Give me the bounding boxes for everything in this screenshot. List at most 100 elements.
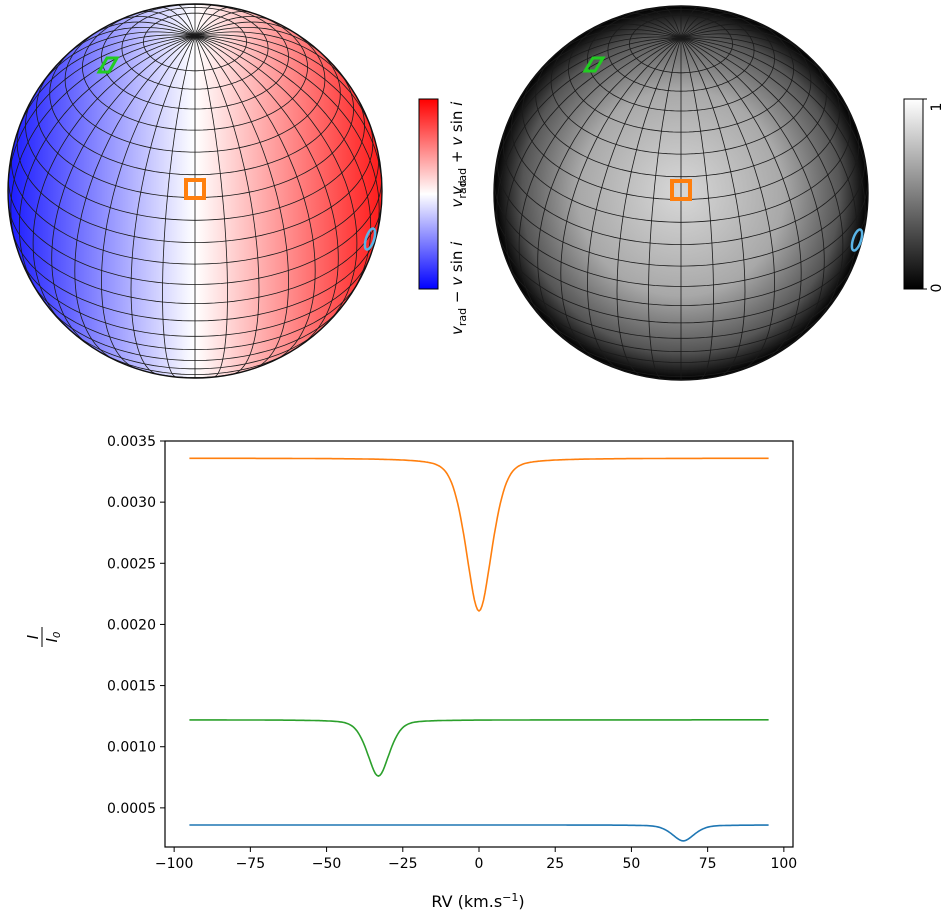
sphere-grid-line — [680, 13, 739, 39]
sphere-grid-line — [623, 13, 682, 39]
sphere-grid-line — [194, 7, 231, 37]
sphere-grid-line — [162, 35, 196, 378]
green-marker-right — [582, 56, 606, 73]
sphere-grid-line — [680, 36, 859, 133]
y-axis-label: I I0 — [24, 627, 63, 647]
sphere-grid-line — [537, 37, 682, 348]
sphere-grid-line — [194, 11, 253, 37]
x-tick-label: −100 — [155, 856, 193, 872]
sphere-grid-line — [680, 9, 717, 39]
y-axis-label-numerator: I — [24, 634, 42, 639]
sphere-grid-line — [680, 29, 809, 57]
x-tick-label: −25 — [388, 856, 418, 872]
sphere-grid-line — [51, 35, 196, 346]
sphere-grid-line — [680, 33, 837, 89]
velocity-colorbar-label-bottom: vrad − v sin i — [448, 241, 469, 335]
sphere-grid-line — [194, 35, 228, 378]
x-tick-label: −50 — [312, 856, 342, 872]
sphere-grid-line — [159, 7, 196, 37]
sphere-grid-line — [680, 37, 866, 249]
sphere-grid-line — [680, 37, 858, 294]
y-axis-label-denominator: I0 — [43, 632, 63, 643]
sphere-grid-line — [194, 35, 380, 247]
sphere-grid-line — [32, 35, 196, 325]
sphere-grid-line — [603, 18, 682, 39]
sphere-grid-line — [560, 37, 682, 363]
y-tick-label: 0.0020 — [107, 617, 156, 633]
velocity-sphere — [7, 3, 383, 379]
velocity-colorbar-label-middle: vrad — [448, 180, 469, 207]
sphere-grid-line — [577, 23, 682, 39]
sphere-grid-line — [680, 37, 802, 363]
y-tick-label: 0.0015 — [107, 679, 156, 695]
sphere-grid-line — [194, 35, 383, 192]
sphere-grid-line — [176, 4, 196, 37]
y-tick-label: 0.0010 — [107, 740, 156, 756]
sphere-grid-line — [130, 35, 196, 375]
sphere-grid-line — [662, 6, 682, 39]
x-tick-label: 25 — [546, 856, 564, 872]
velocity-colorbar: vrad + v sin i vrad vrad − v sin i — [418, 98, 469, 335]
sphere-markers — [96, 56, 864, 252]
sphere-grid-line — [117, 16, 196, 37]
x-tick-label: −75 — [236, 856, 266, 872]
series-lines — [189, 457, 769, 842]
sphere-grid-line — [101, 35, 196, 370]
sphere-grid-line — [137, 11, 196, 37]
orange-marker-right — [670, 179, 692, 201]
sphere-grid-line — [680, 37, 714, 380]
sphere-grid-line — [503, 36, 682, 133]
series-line-3 — [189, 824, 769, 842]
sphere-grid-line — [194, 35, 289, 370]
x-tick-label: 0 — [475, 856, 484, 872]
sphere-grid-line — [648, 37, 682, 380]
series-line-1 — [189, 457, 769, 613]
x-axis-label: RV (km.s−1) — [431, 891, 524, 911]
sphere-grid-line — [194, 35, 316, 361]
velocity-colorbar-label-top: vrad + v sin i — [448, 101, 469, 195]
sphere-grid-line — [194, 4, 214, 37]
sphere-grid-line — [645, 9, 682, 39]
sphere-grid-line — [67, 27, 196, 55]
sphere-grid-line — [587, 37, 682, 372]
series-line-2 — [189, 719, 769, 777]
y-axis-ticks: 0.0005 0.0010 0.0015 0.0020 0.0025 0.0030 0.00… — [107, 434, 165, 817]
sphere-grid-line — [194, 16, 273, 37]
line-profile-chart: −100 −75 −50 −25 0 25 50 75 100 0.0005 0.0010 0.00… — [24, 434, 797, 911]
sphere-grid-line — [525, 33, 682, 89]
sphere-grid-line — [616, 37, 682, 377]
blue-marker-left — [363, 227, 377, 251]
sphere-grid-line — [504, 37, 682, 294]
intensity-colorbar: 1 0 — [903, 98, 945, 292]
plot-area — [164, 440, 794, 848]
sphere-grid — [493, 6, 869, 380]
sphere-grid-line — [194, 31, 351, 87]
sphere-grid-line — [39, 31, 196, 87]
sphere-grid-line — [680, 37, 869, 194]
sphere-grid-line — [194, 27, 323, 55]
y-tick-label: 0.0035 — [107, 434, 156, 450]
x-tick-label: 50 — [623, 856, 641, 872]
y-tick-label: 0.0005 — [107, 801, 156, 817]
sphere-grid-line — [91, 21, 196, 37]
sphere-grid-line — [18, 35, 196, 292]
sphere-grid-line — [74, 35, 196, 361]
y-tick-label: 0.0030 — [107, 495, 156, 511]
sphere-grid-line — [17, 34, 196, 131]
sphere-grid-line — [194, 35, 260, 375]
sphere-grid-line — [194, 21, 299, 37]
x-axis-ticks: −100 −75 −50 −25 0 25 50 75 100 — [155, 847, 797, 872]
x-tick-label: 75 — [699, 856, 717, 872]
x-tick-label: 100 — [770, 856, 797, 872]
blue-marker-right — [850, 228, 864, 252]
sphere-grid-line — [194, 35, 358, 325]
intensity-sphere — [493, 5, 869, 381]
sphere-grid-line — [680, 37, 844, 327]
sphere-grid-line — [680, 37, 746, 377]
sphere-grid-line — [10, 35, 196, 247]
sphere-grid-line — [680, 18, 759, 39]
sphere-grid-line — [680, 37, 825, 348]
sphere-grid-line — [680, 6, 700, 39]
sphere-grid-line — [194, 35, 372, 292]
